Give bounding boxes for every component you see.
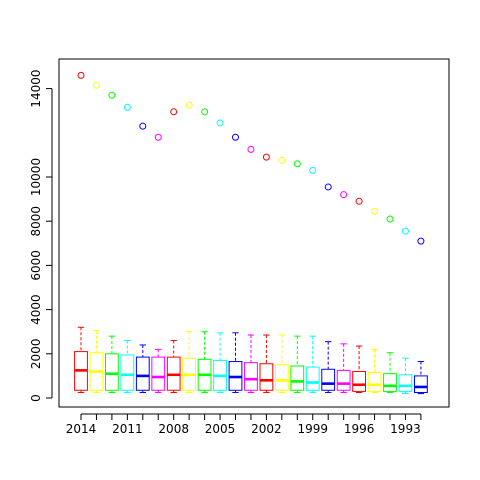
box-2001 [274, 156, 289, 393]
outlier-point [77, 71, 85, 79]
y-tick-label: 14000 [29, 70, 43, 108]
outlier-point [293, 160, 301, 168]
y-tick-label: 10000 [29, 158, 43, 196]
x-axis: 2014 2011 2008 2005 2002 1999 1996 1993 [66, 413, 422, 436]
outlier-point [232, 133, 239, 141]
box-iqr [135, 356, 150, 391]
x-tick-label: 1993 [390, 422, 421, 436]
box-2011 [120, 103, 135, 393]
box-1994 [383, 215, 397, 393]
box-2010 [135, 122, 150, 393]
box-iqr [398, 374, 413, 392]
outlier-point [309, 166, 317, 174]
box-2002 [259, 153, 274, 393]
outlier-point [278, 156, 286, 164]
box-iqr [367, 372, 382, 392]
outlier-point [340, 191, 348, 199]
y-tick-label: 2000 [29, 339, 43, 370]
y-tick-label: 6000 [29, 250, 43, 281]
box-2007 [182, 101, 197, 393]
box-2006 [197, 108, 212, 393]
plot-frame [58, 58, 450, 408]
box-iqr [259, 363, 274, 391]
box-2013 [89, 81, 104, 393]
outlier-point [371, 207, 379, 215]
box-1997 [336, 191, 351, 393]
outlier-point [386, 215, 394, 223]
box-1998 [321, 183, 336, 393]
box-2008 [166, 108, 181, 393]
outlier-point [139, 122, 147, 130]
box-iqr [352, 370, 367, 392]
box-iqr [414, 375, 428, 393]
box-2012 [105, 91, 119, 393]
box-2003 [244, 145, 258, 393]
box-1999 [305, 166, 320, 393]
outlier-point [170, 108, 178, 116]
x-tick-label: 1999 [297, 422, 328, 436]
x-tick-label: 2011 [112, 422, 143, 436]
outlier-point [108, 91, 116, 99]
box-iqr [244, 362, 258, 391]
outlier-point [262, 153, 270, 161]
outlier-point [417, 237, 425, 245]
boxes [74, 71, 428, 395]
outlier-point [123, 103, 131, 111]
outlier-point [401, 227, 409, 235]
box-iqr [336, 369, 351, 391]
box-1992 [414, 237, 428, 395]
outlier-point [355, 197, 363, 205]
box-2009 [151, 133, 166, 393]
outlier-point [154, 133, 162, 141]
y-tick-label: 0 [29, 394, 43, 402]
box-1995 [367, 207, 382, 393]
y-tick-label: 4000 [29, 294, 43, 325]
box-iqr [105, 353, 119, 391]
box-iqr [290, 365, 305, 391]
x-tick-label: 2002 [251, 422, 282, 436]
outlier-point [247, 145, 255, 153]
box-iqr [274, 364, 289, 391]
box-1996 [352, 197, 367, 393]
x-tick-label: 1996 [344, 422, 375, 436]
outlier-point [201, 108, 209, 116]
box-1993 [398, 227, 413, 395]
box-2005 [213, 119, 227, 393]
box-iqr [120, 354, 135, 391]
x-tick-label: 2008 [158, 422, 189, 436]
box-iqr [383, 373, 397, 392]
y-axis: 0 2000 4000 6000 8000 10000 14000 [29, 70, 53, 402]
box-2014 [74, 71, 88, 393]
outlier-point [185, 101, 193, 109]
outlier-point [324, 183, 332, 191]
y-tick-label: 8000 [29, 206, 43, 237]
outlier-point [92, 81, 100, 89]
box-iqr [305, 366, 320, 391]
x-tick-label: 2014 [66, 422, 97, 436]
outlier-point [216, 119, 224, 127]
x-tick-label: 2005 [205, 422, 236, 436]
box-iqr [321, 368, 336, 391]
box-iqr [151, 356, 166, 391]
box-2000 [290, 160, 305, 393]
box-2004 [228, 133, 243, 393]
